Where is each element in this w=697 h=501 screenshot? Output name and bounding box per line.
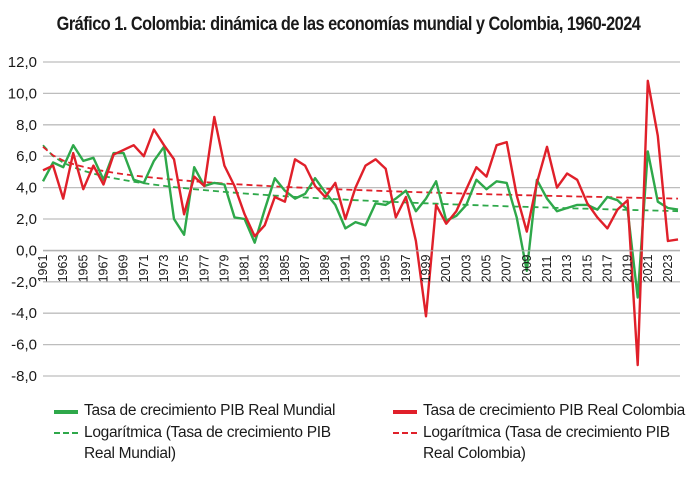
legend-item-world: Tasa de crecimiento PIB Real Mundial (54, 400, 384, 421)
chart-title: Gráfico 1. Colombia: dinámica de las eco… (56, 14, 641, 35)
y-tick-label: 0,0 (16, 242, 37, 259)
y-tick-label: 12,0 (8, 54, 37, 71)
x-tick-label: 1995 (379, 255, 393, 283)
x-tick-label: 2017 (600, 255, 614, 283)
x-tick-label: 2005 (479, 255, 493, 283)
x-tick-label: 1997 (399, 255, 413, 283)
y-tick-label: 2,0 (16, 211, 37, 228)
line-chart: 12,010,08,06,04,02,00,0-2,0-4,0-6,0-8,0 … (8, 54, 680, 385)
trend-line-colombia (42, 146, 679, 200)
x-tick-label: 1983 (258, 255, 272, 283)
series-line-world (41, 143, 679, 299)
x-tick-label: 1987 (298, 255, 312, 283)
trend-line-world (42, 144, 679, 213)
x-tick-label: 1989 (318, 255, 332, 283)
x-tick-label: 1985 (278, 255, 292, 283)
legend-swatch-solid-red (393, 410, 417, 414)
gridlines (43, 61, 680, 377)
x-tick-label: 1967 (96, 255, 110, 283)
y-tick-label: -6,0 (11, 337, 37, 354)
trend-lines (42, 144, 679, 213)
y-tick-label: -2,0 (11, 274, 37, 291)
y-tick-label: 4,0 (16, 180, 37, 197)
x-tick-label: 1979 (217, 255, 231, 283)
x-tick-label: 1975 (177, 255, 191, 283)
y-tick-label: 10,0 (8, 85, 37, 102)
x-tick-label: 1965 (76, 255, 90, 283)
y-tick-label: -8,0 (11, 368, 37, 385)
x-tick-label: 2003 (459, 255, 473, 283)
x-tick-label: 2007 (500, 255, 514, 283)
x-tick-label: 1991 (338, 255, 352, 283)
x-tick-label: 1977 (197, 255, 211, 283)
x-tick-label: 1971 (137, 255, 151, 283)
x-tick-label: 2013 (560, 255, 574, 283)
legend-item-colombia: Tasa de crecimiento PIB Real Colombia (393, 400, 697, 421)
x-tick-label: 2019 (621, 255, 635, 283)
x-tick-label: 1981 (238, 255, 252, 283)
legend-label: Logarítmica (Tasa de crecimiento PIB Rea… (423, 424, 670, 462)
x-tick-label: 2001 (439, 255, 453, 283)
x-tick-label: 1963 (56, 255, 70, 283)
y-tick-label: 6,0 (16, 148, 37, 165)
series-line-colombia (42, 79, 679, 367)
y-axis-ticks: 12,0 10,0 8,0 6,0 4,0 2,0 0,0 -2,0 -4,0 -6,0 -8,0 (8, 54, 37, 385)
x-axis: 1961 1963 1965 1967 1969 1971 1973 1975 1977 1979… (36, 250, 680, 283)
series-lines (41, 79, 679, 367)
x-tick-label: 1961 (36, 255, 50, 283)
x-tick-label: 1973 (157, 255, 171, 283)
legend-item-world-trend: Logarítmica (Tasa de crecimiento PIB Rea… (54, 422, 334, 464)
y-tick-label: -4,0 (11, 305, 37, 322)
x-tick-label: 2021 (641, 255, 655, 283)
legend-item-colombia-trend: Logarítmica (Tasa de crecimiento PIB Rea… (393, 422, 673, 464)
x-tick-label: 1993 (359, 255, 373, 283)
legend-swatch-dashed-red (393, 432, 417, 434)
legend-label: Tasa de crecimiento PIB Real Colombia (423, 402, 685, 419)
legend-swatch-dashed-green (54, 432, 78, 434)
x-tick-label: 2015 (580, 255, 594, 283)
x-tick-label: 2011 (540, 255, 554, 282)
y-tick-label: 8,0 (16, 117, 37, 134)
x-tick-label: 1969 (117, 255, 131, 283)
x-tick-label: 2023 (661, 255, 675, 283)
legend-label: Logarítmica (Tasa de crecimiento PIB Rea… (84, 424, 331, 462)
legend-swatch-solid-green (54, 410, 78, 414)
x-tick-label: 2009 (520, 255, 534, 283)
legend-label: Tasa de crecimiento PIB Real Mundial (84, 402, 336, 419)
x-tick-label: 1999 (419, 255, 433, 283)
